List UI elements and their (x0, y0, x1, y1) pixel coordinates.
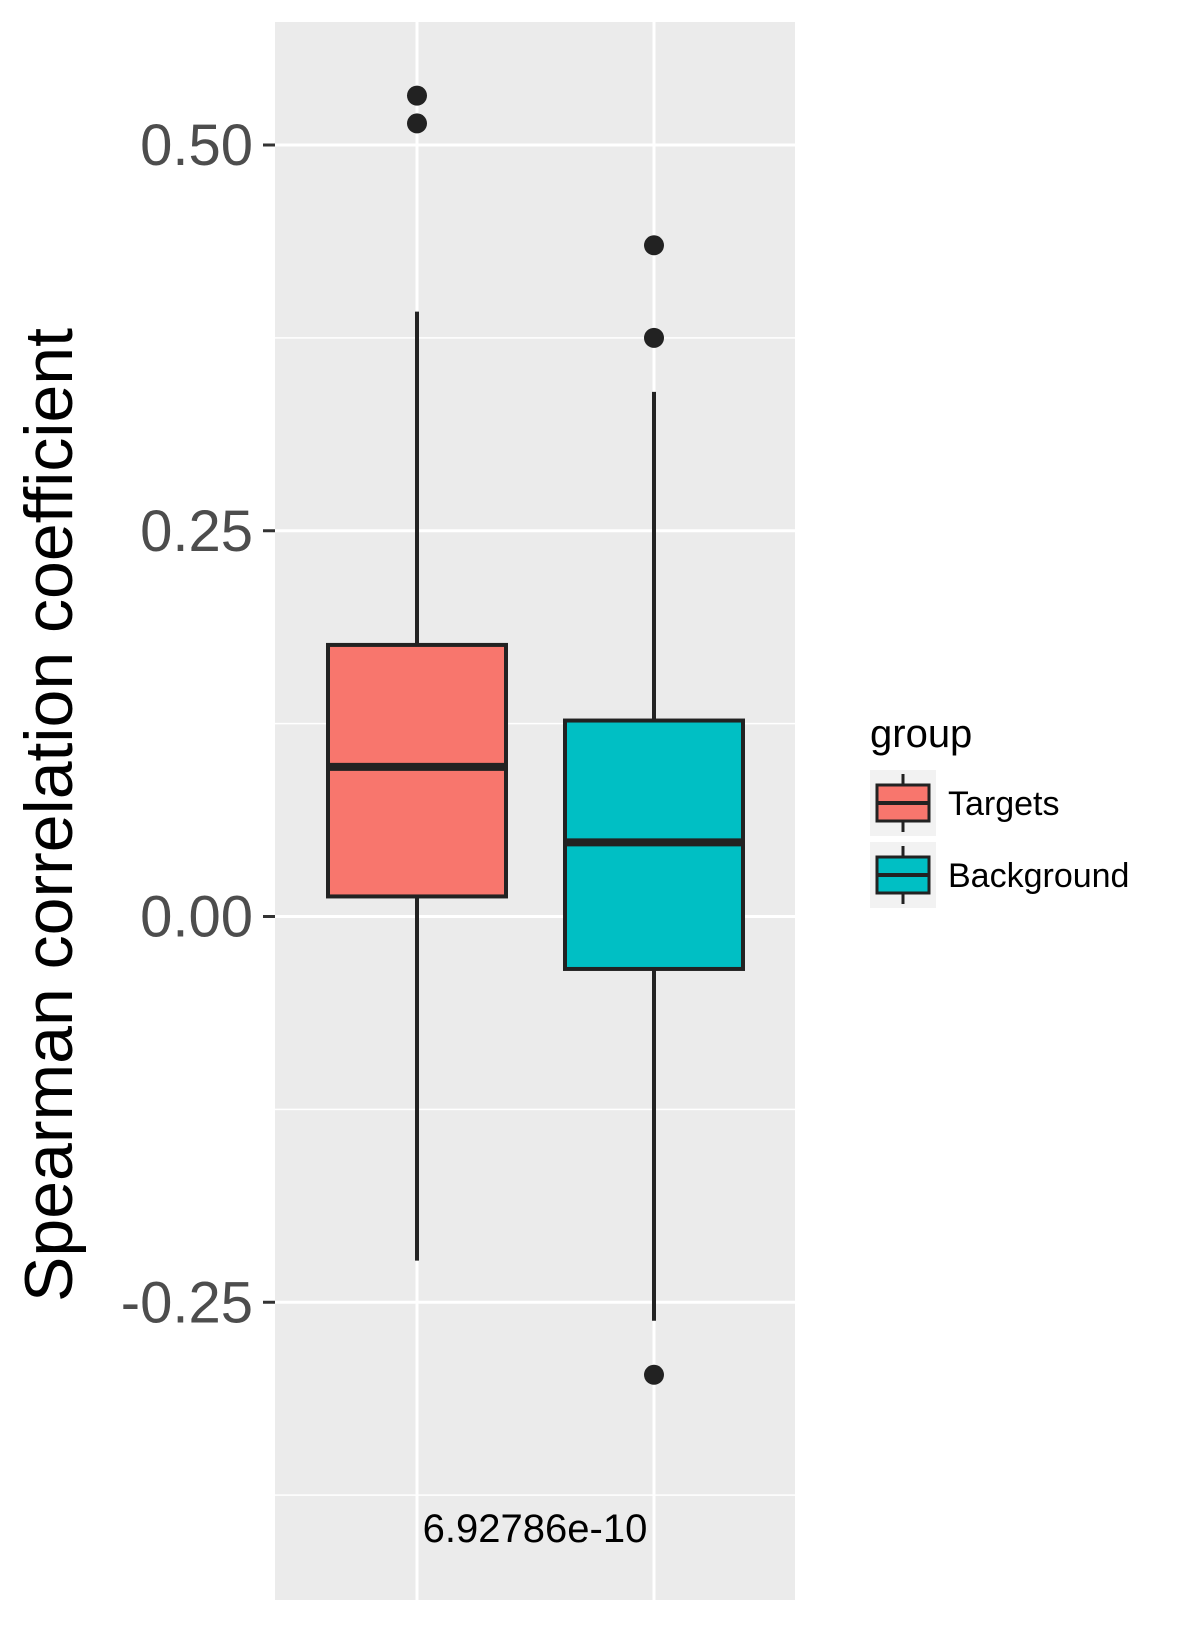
box-background (563, 235, 745, 1385)
y-tick-label: 0.25 (140, 499, 253, 564)
box-targets (326, 85, 508, 1261)
legend-title: group (870, 712, 972, 756)
legend: group Targets Background (870, 712, 1129, 908)
y-tick-label: -0.25 (121, 1270, 253, 1335)
y-tick-label: 0.50 (140, 113, 253, 178)
y-axis: 0.50 0.25 0.00 -0.25 (121, 113, 275, 1335)
outlier-point (407, 113, 427, 134)
outlier-point (644, 327, 664, 348)
y-tick-label: 0.00 (140, 885, 253, 950)
y-axis-title: Spearman correlation coefficient (11, 328, 87, 1302)
legend-item-targets: Targets (870, 770, 1060, 836)
legend-item-background: Background (870, 842, 1129, 908)
legend-label: Targets (948, 785, 1060, 823)
outlier-point (644, 235, 664, 256)
outlier-point (407, 85, 427, 106)
annotation-text: 6.92786e-10 (423, 1507, 648, 1551)
outlier-point (644, 1364, 664, 1385)
legend-items: Targets Background (870, 770, 1129, 908)
plot-marks (326, 85, 745, 1385)
legend-label: Background (948, 857, 1129, 895)
